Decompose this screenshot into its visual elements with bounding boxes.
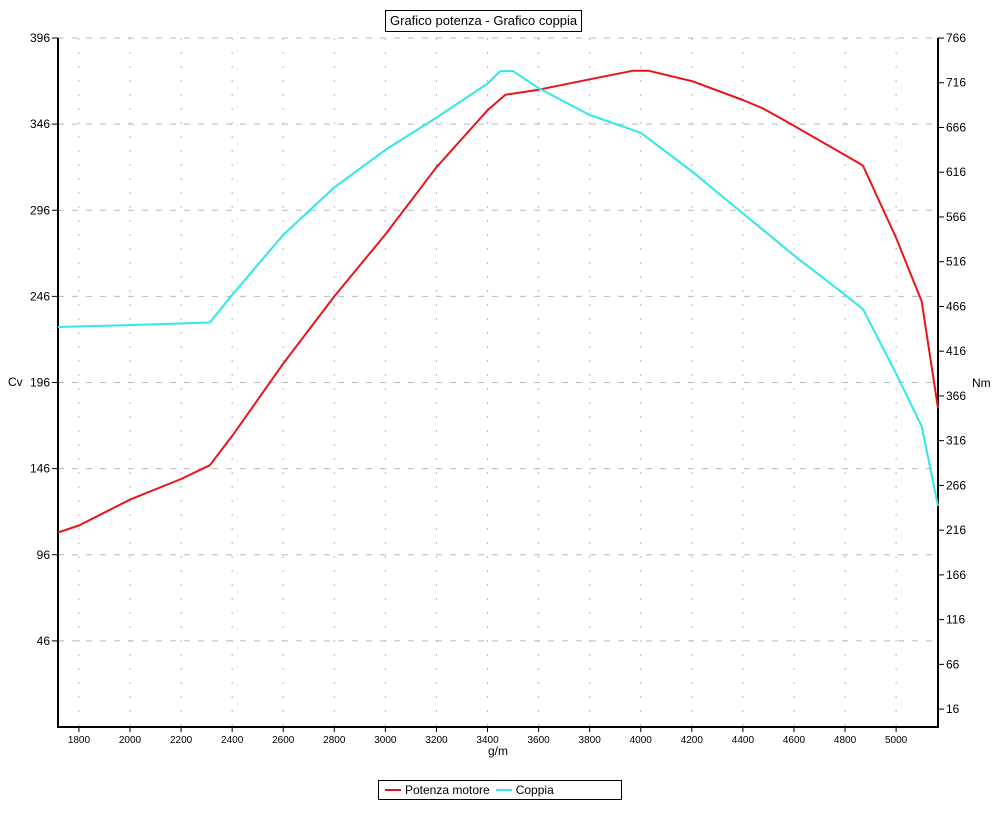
axes (52, 37, 944, 732)
x-tick-label: 2400 (221, 735, 244, 746)
y-right-tick-label: 716 (946, 76, 966, 90)
legend: Potenza motore Coppia (378, 780, 622, 800)
x-tick-label: 2000 (119, 735, 142, 746)
legend-item-torque: Coppia (495, 780, 554, 800)
y-right-axis-title: Nm (972, 376, 991, 390)
y-left-tick-label: 346 (30, 117, 50, 131)
y-right-tick-label: 16 (946, 702, 960, 716)
legend-swatch-power (385, 789, 401, 791)
x-tick-label: 4400 (732, 735, 755, 746)
y-right-tick-label: 366 (946, 389, 966, 403)
y-left-tick-label: 46 (37, 634, 51, 648)
y-right-tick-label: 516 (946, 255, 966, 269)
legend-swatch-torque (495, 789, 512, 791)
x-tick-label: 3400 (476, 735, 499, 746)
y-right-tick-label: 466 (946, 299, 966, 313)
x-tick-label: 4600 (783, 735, 806, 746)
x-tick-label: 2800 (323, 735, 346, 746)
y-right-tick-label: 216 (946, 523, 966, 537)
x-axis-title: g/m (488, 744, 508, 758)
x-tick-label: 2200 (170, 735, 193, 746)
y-left-tick-label: 246 (30, 289, 50, 303)
series-lines (57, 69, 939, 534)
y-right-tick-label: 666 (946, 120, 966, 134)
y-left-tick-label: 146 (30, 462, 50, 476)
x-tick-label: 3000 (374, 735, 397, 746)
x-tick-label: 4200 (681, 735, 704, 746)
series-torque-line (57, 70, 939, 507)
x-tick-label: 3600 (527, 735, 550, 746)
y-left-tick-label: 296 (30, 203, 50, 217)
y-right-tick-label: 416 (946, 344, 966, 358)
chart-title: Grafico potenza - Grafico coppia (385, 10, 583, 32)
legend-label-power: Potenza motore (405, 783, 490, 797)
y-right-tick-label: 616 (946, 165, 966, 179)
y-right-tick-label: 66 (946, 657, 960, 671)
legend-label-torque: Coppia (515, 783, 554, 797)
y-left-tick-label: 396 (30, 31, 50, 45)
x-tick-label: 2600 (272, 735, 295, 746)
y-right-tick-label: 316 (946, 434, 966, 448)
axis-labels: 1800 2000 2200 2400 2600 2800 3000 3200 3400 3600… (8, 31, 991, 758)
y-right-tick-label: 266 (946, 478, 966, 492)
y-right-tick-label: 166 (946, 568, 966, 582)
x-tick-label: 3200 (425, 735, 448, 746)
y-left-axis-title: Cv (8, 375, 23, 389)
y-left-tick-label: 196 (30, 376, 50, 390)
y-right-tick-label: 766 (946, 31, 966, 45)
x-tick-label: 1800 (68, 735, 91, 746)
legend-item-power: Potenza motore (385, 780, 490, 800)
x-tick-label: 3800 (579, 735, 602, 746)
x-tick-label: 5000 (885, 735, 908, 746)
x-tick-label: 4000 (630, 735, 653, 746)
x-tick-label: 4800 (834, 735, 857, 746)
y-right-tick-label: 116 (946, 613, 965, 627)
y-right-tick-label: 566 (946, 210, 966, 224)
grid-lines (58, 37, 938, 727)
y-left-tick-label: 96 (37, 548, 51, 562)
series-power-line (57, 69, 939, 534)
